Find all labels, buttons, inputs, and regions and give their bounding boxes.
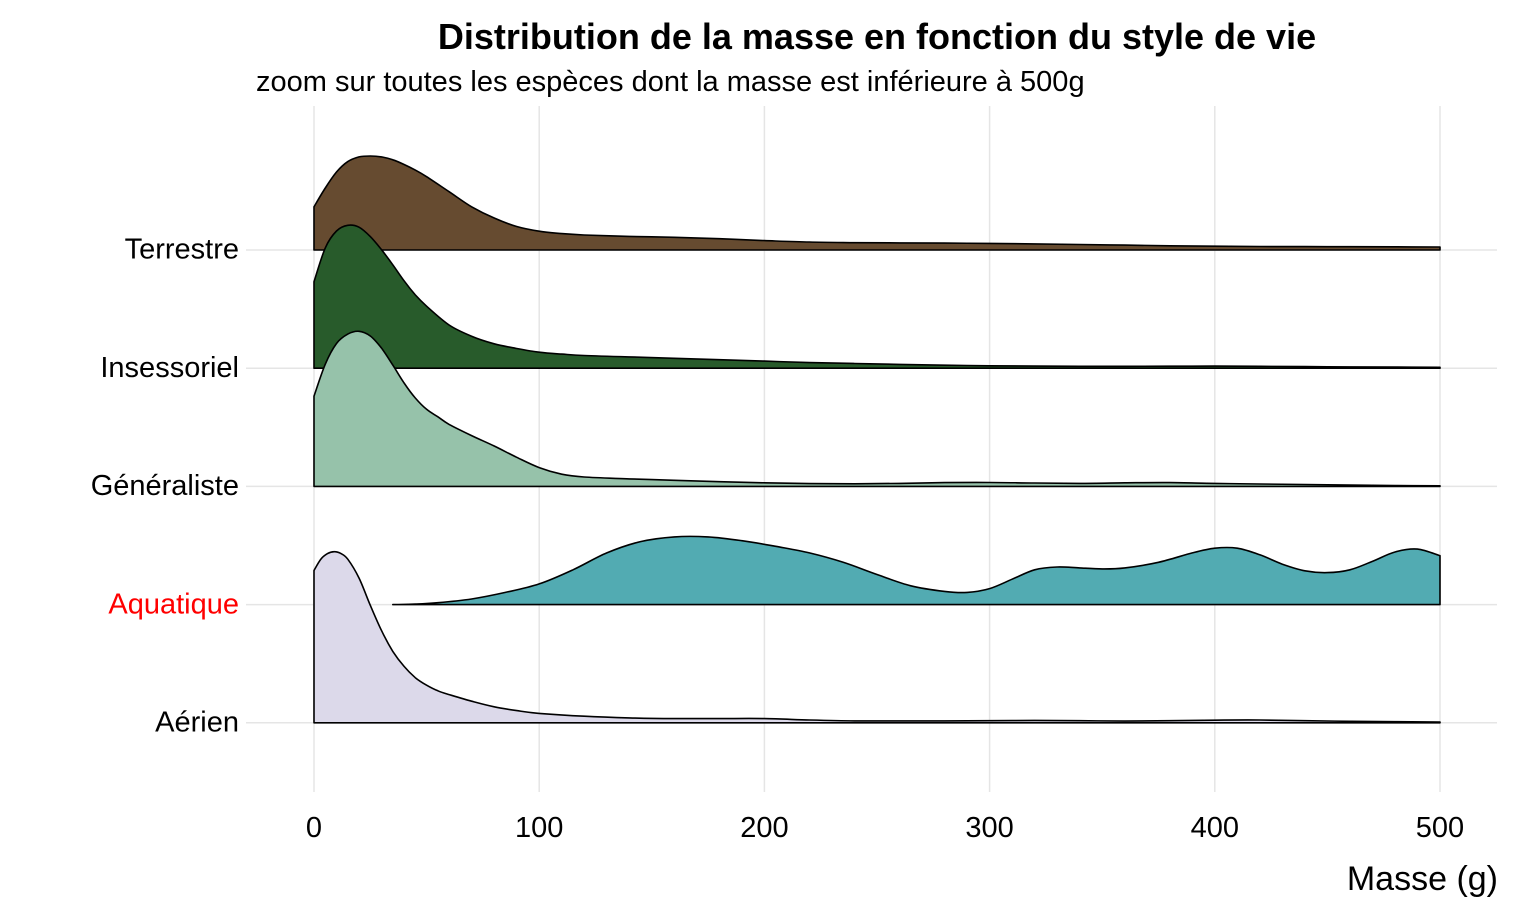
x-tick-label: 300	[965, 812, 1013, 844]
category-label: Insessoriel	[100, 352, 239, 384]
category-label: Terrestre	[125, 234, 239, 266]
x-tick-label: 400	[1191, 812, 1239, 844]
ridge-terrestre	[313, 155, 1441, 251]
x-axis-title: Masse (g)	[1347, 860, 1498, 898]
ridge-aérien	[313, 550, 1441, 724]
x-tick-label: 500	[1416, 812, 1464, 844]
chart-subtitle: zoom sur toutes les espèces dont la mass…	[256, 66, 1085, 98]
category-labels: Terrestre Insessoriel Généraliste Aquatique…	[91, 234, 239, 739]
category-label: Aquatique	[108, 588, 239, 620]
ridge-généraliste	[313, 330, 1441, 488]
x-tick-label: 100	[515, 812, 563, 844]
x-tick-label: 200	[740, 812, 788, 844]
ridge-insessoriel	[313, 224, 1441, 369]
ridge-aquatique	[392, 535, 1441, 606]
chart-title: Distribution de la masse en fonction du …	[438, 16, 1316, 57]
ridges	[313, 155, 1441, 724]
category-label: Aérien	[155, 707, 239, 739]
x-tick-labels: 0 100 200 300 400 500	[306, 812, 1464, 844]
category-label: Généraliste	[91, 470, 239, 502]
x-tick-label: 0	[306, 812, 322, 844]
